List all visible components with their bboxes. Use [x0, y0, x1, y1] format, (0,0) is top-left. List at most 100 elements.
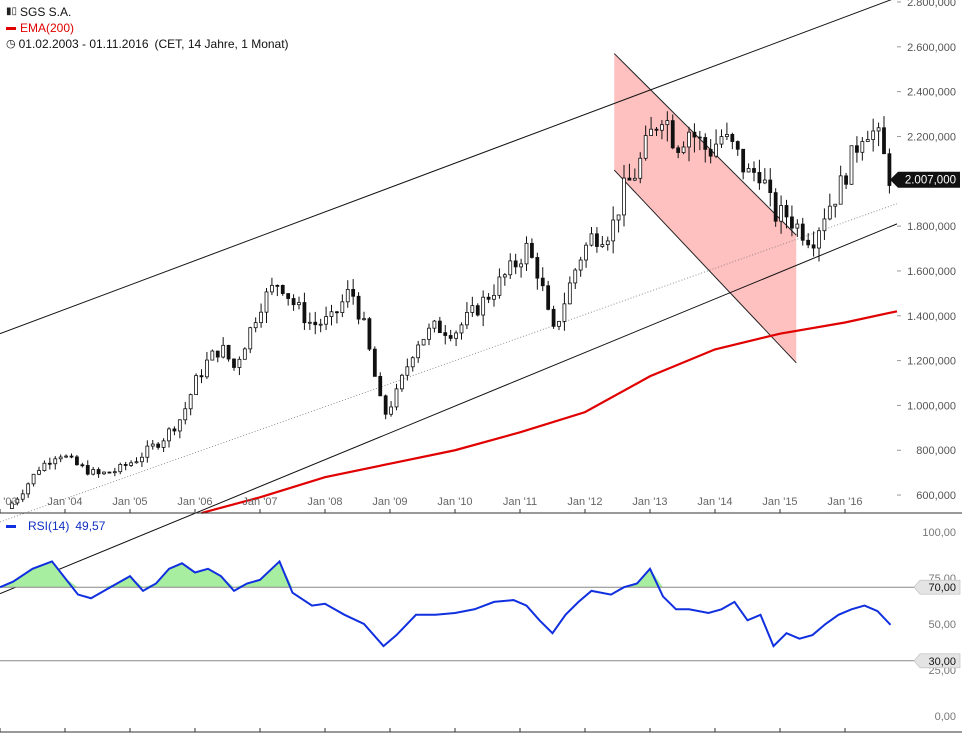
candle-body: [394, 388, 399, 408]
rsi-label: RSI(14): [28, 519, 70, 533]
trend-channel-middle-line: [0, 203, 898, 523]
candle-body: [80, 464, 85, 467]
rsi-value: 49,57: [75, 519, 106, 533]
y-tick-label: 2.400,000: [907, 87, 956, 99]
candle-body: [811, 244, 816, 249]
candle-body: [670, 120, 675, 149]
candle-body: [752, 168, 756, 173]
candle-body: [345, 288, 350, 303]
candle-body: [508, 260, 513, 276]
last-price-tag: [890, 171, 960, 188]
candle-body: [876, 127, 881, 132]
candle-body: [432, 320, 437, 329]
candle-body: [844, 175, 848, 185]
candle-body: [887, 153, 892, 186]
candle-body: [405, 366, 410, 376]
period-info: (CET, 14 Jahre, 1 Monat): [154, 37, 289, 51]
instrument-name: SGS S.A.: [20, 5, 72, 19]
candle-body: [540, 277, 545, 287]
candle-body: [47, 462, 52, 465]
candle-body: [318, 323, 323, 326]
x-tick-label: Jan '13: [632, 496, 667, 508]
candle-body: [237, 358, 242, 368]
candle-body: [91, 469, 96, 475]
rsi-level-tag: [913, 579, 961, 595]
candle-body: [595, 233, 599, 247]
candle-body: [123, 464, 128, 466]
legend-ema-row: EMA(200): [6, 20, 289, 36]
candle-body: [150, 443, 155, 447]
candle-body: [871, 130, 876, 140]
candle-body: [221, 344, 226, 358]
candle-body: [112, 471, 117, 474]
candle-body: [362, 318, 366, 321]
candle-body: [833, 203, 838, 207]
candle-body: [784, 205, 789, 218]
candle-body: [145, 445, 150, 458]
candle-body: [497, 276, 502, 296]
price-chart: 600,000 800,000 1.000,000 1.200,000 1.400,00…: [0, 0, 962, 595]
rsi-level-label: 70,00: [928, 582, 956, 594]
candle-body: [714, 143, 718, 157]
candle-body: [535, 257, 540, 279]
candle-body: [551, 308, 556, 327]
down-channel-lower-line: [613, 169, 797, 364]
candle-body: [838, 175, 843, 205]
ema-line: [201, 310, 898, 515]
y-tick-label: 1.200,000: [907, 356, 956, 368]
candle-body: [270, 284, 274, 293]
candle-body: [248, 327, 253, 350]
candle-body: [562, 303, 567, 322]
candle-body: [600, 244, 605, 247]
candle-body: [58, 456, 63, 460]
x-tick-label: Jan '10: [437, 496, 472, 508]
candle-body: [513, 260, 518, 268]
candle-body: [161, 440, 166, 448]
candle-body: [817, 230, 821, 249]
candle-body: [719, 136, 724, 145]
candle-body: [768, 179, 773, 193]
candle-body: [735, 141, 740, 150]
candle-body: [475, 305, 480, 316]
candle-body: [351, 288, 356, 297]
rsi-level-tag: [913, 653, 961, 669]
candle-body: [687, 131, 691, 148]
candle-body: [855, 145, 859, 153]
candle-body: [156, 443, 161, 448]
x-tick-label: Jan '12: [567, 496, 602, 508]
candle-body: [741, 148, 746, 173]
y-tick-label: 2.800,000: [907, 0, 956, 9]
ema-label: EMA(200): [20, 21, 75, 35]
candle-body: [280, 284, 285, 294]
candle-body: [102, 471, 106, 475]
rsi-y-tick-label: 0,00: [935, 711, 956, 723]
candle-body: [367, 318, 372, 350]
candle-body: [210, 350, 215, 361]
down-channel-band: [614, 53, 797, 363]
candle-body: [205, 359, 209, 378]
candle-body: [75, 456, 79, 466]
candle-body: [232, 358, 236, 368]
candle-body: [649, 128, 653, 136]
candle-body: [20, 493, 25, 500]
candle-body: [454, 332, 458, 339]
trend-channel-lower-line: [0, 223, 898, 595]
candle-body: [10, 502, 14, 509]
candle-body: [329, 311, 334, 317]
rsi-line: [0, 559, 892, 648]
last-price-label: 2.007,000: [905, 175, 956, 187]
candle-body: [172, 428, 177, 432]
candle-body: [291, 298, 296, 306]
candle-body: [779, 205, 783, 222]
candle-body: [519, 263, 523, 268]
candle-body: [53, 458, 58, 465]
candle-body: [307, 321, 312, 324]
candle-body: [708, 148, 713, 157]
x-tick-label: Jan '08: [307, 496, 342, 508]
candle-body: [703, 137, 708, 150]
candle-body: [692, 131, 697, 138]
candle-body: [421, 338, 426, 346]
candle-body: [183, 408, 188, 421]
candle-body: [448, 335, 453, 339]
candle-body: [69, 455, 74, 458]
